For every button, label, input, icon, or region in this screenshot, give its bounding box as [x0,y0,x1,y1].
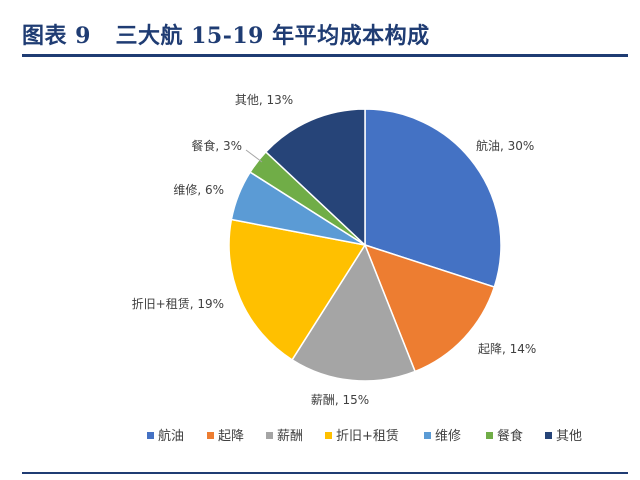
legend-swatch-6 [486,432,493,439]
pie-slice-2 [363,243,496,373]
legend-label-3: 薪酬 [277,429,303,444]
legend-label-7: 其他 [556,429,582,444]
leader-line-6 [245,149,263,163]
pie-slices [228,108,502,382]
legend-label-1: 航油 [158,428,184,444]
legend-swatch-7 [545,432,552,439]
data-label-1: 航油, 30% [476,138,534,153]
header-rule [22,54,628,57]
data-label-5: 维修, 6% [173,182,224,197]
figure-title: 图表 9 三大航 15-19 年平均成本构成 [22,23,430,49]
legend-swatch-1 [147,432,154,439]
data-label-3: 薪酬, 15% [311,393,369,407]
legend-label-5: 维修 [435,429,461,444]
legend-label-6: 餐食 [497,428,523,444]
legend-swatch-3 [266,432,273,439]
data-label-2: 起降, 14% [478,342,536,356]
data-label-4: 折旧+租赁, 19% [132,296,224,311]
legend-label-4: 折旧+租赁 [336,429,399,444]
legend-swatch-5 [424,432,431,439]
figure-header: 图表 9 三大航 15-19 年平均成本构成 [0,0,640,58]
data-labels: 航油, 30% 起降, 14% 薪酬, 15% 折旧+租赁, 19% 维修, 6% 餐食,… [132,93,537,407]
leader-lines [245,149,263,163]
legend-swatch-4 [325,432,332,439]
data-label-7: 其他, 13% [235,93,293,107]
pie-slice-1 [364,108,502,288]
footer-rule [22,472,628,474]
pie-slice-4 [228,218,367,361]
pie-slice-7 [264,108,366,247]
chart-legend: 航油 起降 薪酬 折旧+租赁 维修 餐食 其他 [147,428,582,444]
data-label-6: 餐食, 3% [191,138,242,153]
legend-swatch-2 [207,432,214,439]
legend-label-2: 起降 [218,429,244,444]
pie-slice-3 [291,243,417,382]
